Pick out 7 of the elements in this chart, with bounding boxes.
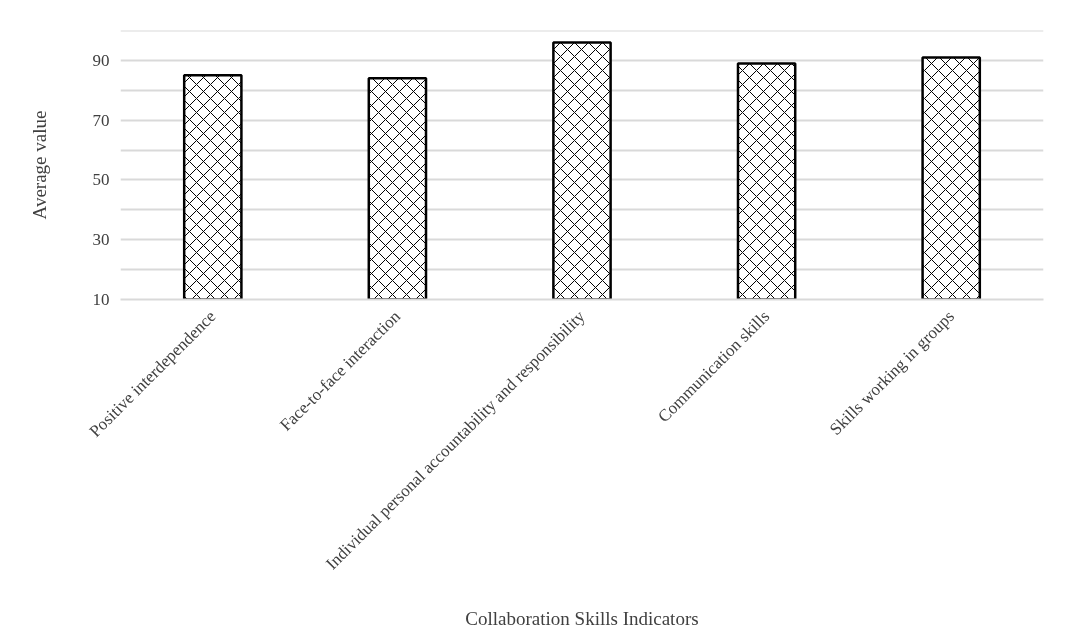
x-axis-title: Collaboration Skills Indicators: [465, 607, 699, 629]
y-tick-label: 70: [92, 110, 110, 130]
y-tick-label: 90: [92, 50, 110, 70]
y-axis-title: Average value: [28, 110, 50, 220]
y-tick-label: 10: [92, 290, 110, 309]
y-tick-label: 30: [92, 230, 110, 250]
y-tick-label: 50: [92, 170, 110, 190]
